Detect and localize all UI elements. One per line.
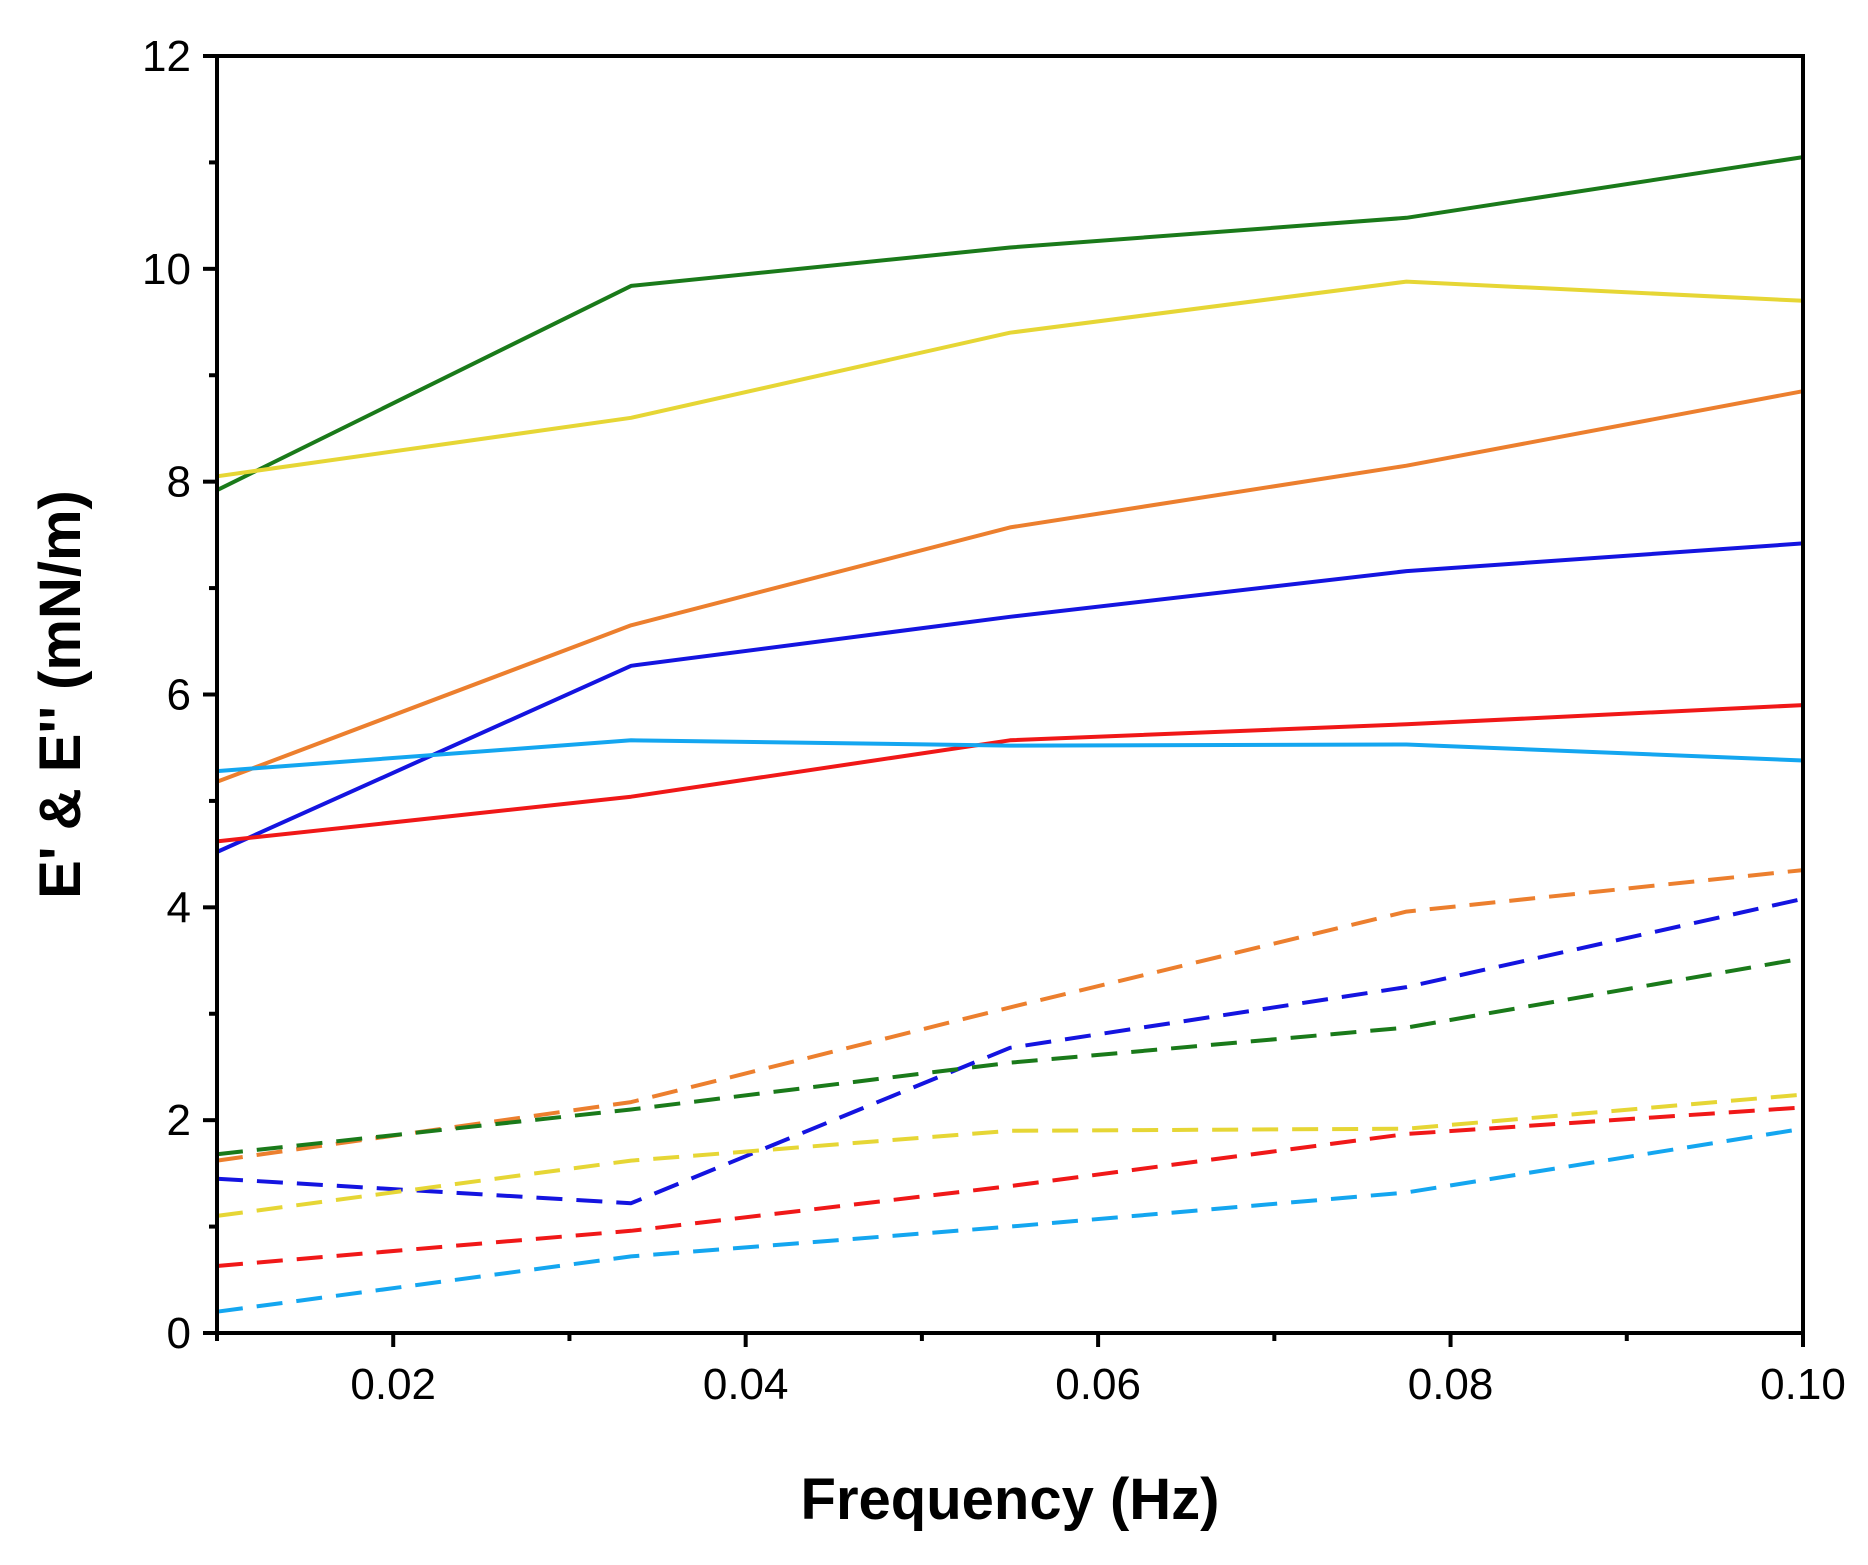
y-tick-label: 4 bbox=[167, 883, 191, 932]
series-line-yellow-e bbox=[216, 279, 1804, 479]
x-tick-label: 0.04 bbox=[703, 1360, 789, 1409]
series-line-yellow-e bbox=[216, 1092, 1804, 1218]
x-tick-label: 0.02 bbox=[350, 1360, 436, 1409]
y-tick-label: 2 bbox=[167, 1096, 191, 1145]
series-line-green-e bbox=[216, 956, 1804, 1157]
y-tick-label: 10 bbox=[142, 245, 191, 294]
series-line-light-blue-e bbox=[216, 1126, 1804, 1314]
series-line-red-e bbox=[216, 703, 1804, 844]
x-axis-title: Frequency (Hz) bbox=[801, 1467, 1220, 1532]
series-line-orange-e bbox=[216, 868, 1804, 1163]
series-line-orange-e bbox=[216, 389, 1804, 784]
series-line-blue-e bbox=[216, 896, 1804, 1206]
y-tick-label: 0 bbox=[167, 1309, 191, 1358]
series-layer bbox=[216, 155, 1804, 1314]
x-tick-label: 0.06 bbox=[1055, 1360, 1141, 1409]
ticks-layer: 0 2 4 6 8 10 12 0.02 0.04 0.06 0.08 0.10 bbox=[142, 32, 1846, 1409]
x-tick-label: 0.08 bbox=[1408, 1360, 1494, 1409]
x-tick-label: 0.10 bbox=[1760, 1360, 1846, 1409]
series-line-light-blue-e bbox=[216, 738, 1804, 774]
y-tick-label: 12 bbox=[142, 32, 191, 81]
y-tick-label: 8 bbox=[167, 458, 191, 507]
y-tick-label: 6 bbox=[167, 671, 191, 720]
series-line-green-e bbox=[216, 155, 1804, 492]
series-line-red-e bbox=[216, 1105, 1804, 1268]
y-axis-title: E' & E'' (mN/m) bbox=[28, 490, 93, 899]
series-line-blue-e bbox=[216, 541, 1804, 854]
